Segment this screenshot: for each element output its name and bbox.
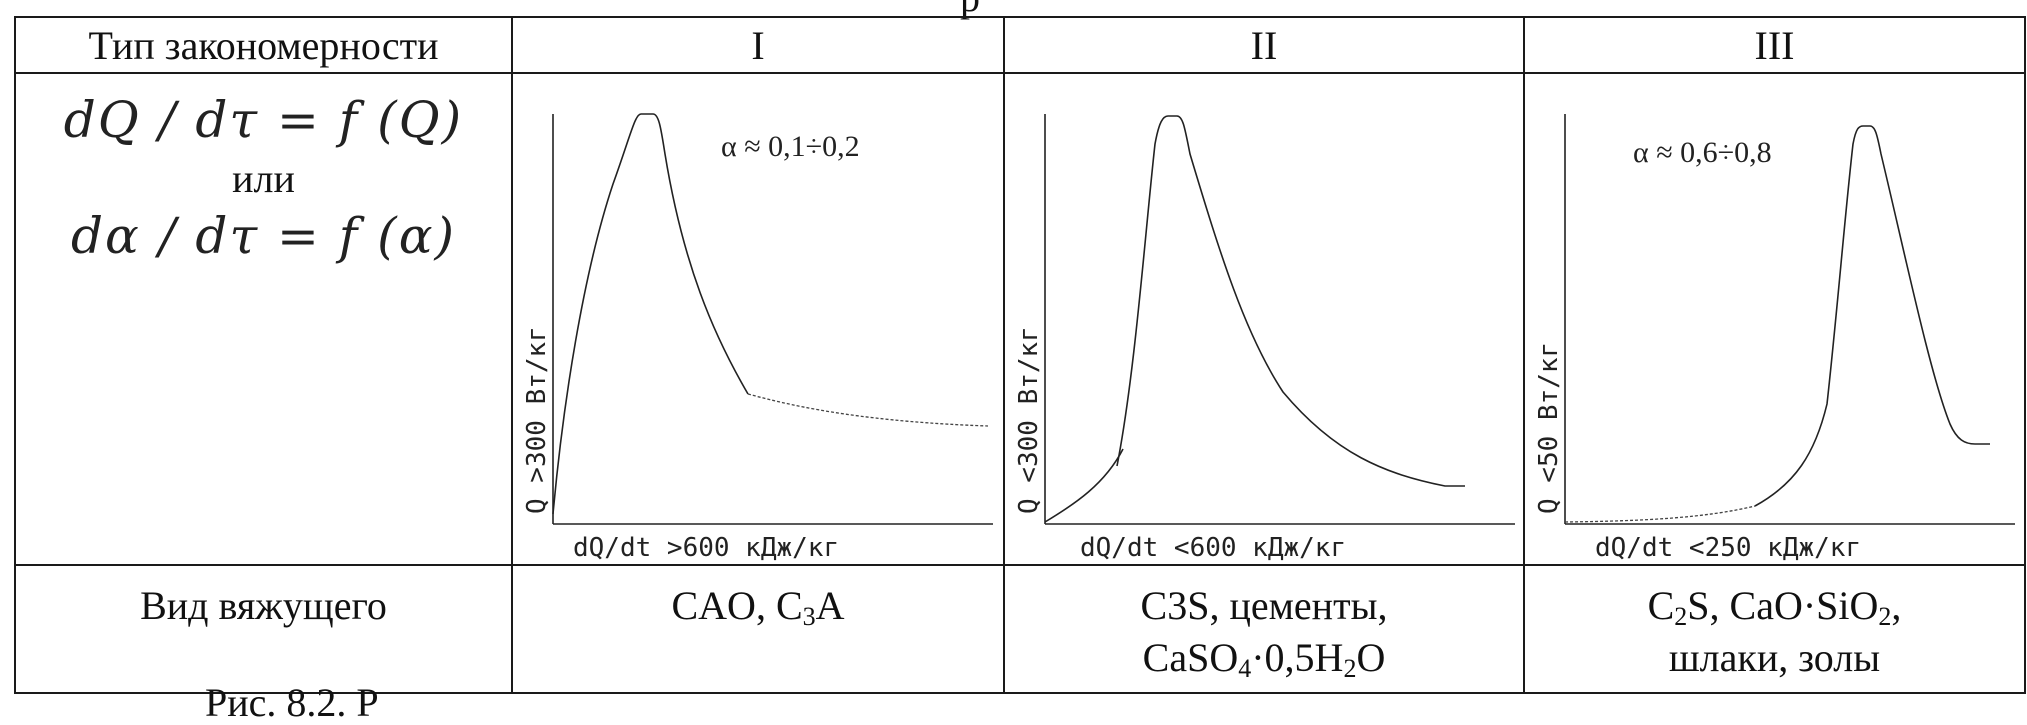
header-pattern-type: Тип закономерности bbox=[14, 16, 513, 74]
header-col-2: II bbox=[1003, 16, 1525, 74]
chart-1-alpha-label: α ≈ 0,1÷0,2 bbox=[721, 130, 860, 163]
chart-cell-3: α ≈ 0,6÷0,8 Q <50 Вт/кг dQ/dt <250 кДж/к… bbox=[1523, 72, 2026, 566]
header-row: Тип закономерности I II III bbox=[14, 16, 2026, 74]
chart-1: α ≈ 0,1÷0,2 Q >300 Вт/кг dQ/dt >600 кДж/… bbox=[522, 113, 993, 563]
binder-col-3-line-1: C2S, CaO·SiO2, bbox=[1647, 583, 1902, 631]
header-col-1: I bbox=[511, 16, 1005, 74]
chart-3-ylabel: Q <50 Вт/кг bbox=[1534, 342, 1564, 514]
caption-fragment-top: р bbox=[960, 0, 980, 18]
chart-3-xlabel: dQ/dt <250 кДж/кг bbox=[1595, 533, 1861, 563]
header-col-3: III bbox=[1523, 16, 2026, 74]
binder-col-1: CAO, C3A bbox=[511, 564, 1005, 694]
hydration-table: Тип закономерности I II III dQ / dτ = f … bbox=[14, 16, 2026, 694]
binder-label: Вид вяжущего bbox=[14, 564, 513, 694]
chart-cell-2: Q <300 Вт/кг dQ/dt <600 кДж/кг bbox=[1003, 72, 1525, 566]
table: Тип закономерности I II III dQ / dτ = f … bbox=[14, 16, 2026, 694]
formula-q: dQ / dτ = f (Q) bbox=[63, 91, 464, 149]
chart-2-curve-induction bbox=[1044, 448, 1124, 523]
chart-cell-1: α ≈ 0,1÷0,2 Q >300 Вт/кг dQ/dt >600 кДж/… bbox=[511, 72, 1005, 566]
chart-1-curve-tail bbox=[747, 393, 989, 427]
binder-row: Вид вяжущего CAO, C3A C3S, цементы, CaSO… bbox=[14, 564, 2026, 694]
chart-3: α ≈ 0,6÷0,8 Q <50 Вт/кг dQ/dt <250 кДж/к… bbox=[1534, 114, 2015, 563]
chart-1-ylabel: Q >300 Вт/кг bbox=[522, 326, 552, 514]
chart-3-curve-peak bbox=[1754, 125, 1990, 507]
chart-2: Q <300 Вт/кг dQ/dt <600 кДж/кг bbox=[1014, 114, 1515, 563]
binder-col-2-line-2: CaSO4·0,5H2O bbox=[1142, 635, 1386, 683]
chart-1-xlabel: dQ/dt >600 кДж/кг bbox=[573, 533, 839, 563]
chart-2-curve-peak bbox=[1116, 115, 1465, 487]
formula-cell: dQ / dτ = f (Q) или dα / dτ = f (α) bbox=[14, 72, 513, 566]
binder-col-2: C3S, цементы, CaSO4·0,5H2O bbox=[1003, 564, 1525, 694]
caption-fragment-bottom: Рис. 8.2. Р bbox=[205, 680, 379, 725]
formula-alpha: dα / dτ = f (α) bbox=[71, 207, 456, 265]
chart-row: dQ / dτ = f (Q) или dα / dτ = f (α) α ≈ … bbox=[14, 72, 2026, 566]
chart-3-curve-induction bbox=[1564, 505, 1756, 523]
chart-1-curve-peak bbox=[552, 113, 749, 515]
binder-col-2-line-1: C3S, цементы, bbox=[1140, 583, 1388, 628]
binder-col-1-line: CAO, C3A bbox=[671, 583, 845, 631]
binder-col-3-line-2: шлаки, золы bbox=[1668, 635, 1881, 680]
binder-col-3: C2S, CaO·SiO2, шлаки, золы bbox=[1523, 564, 2026, 694]
chart-2-xlabel: dQ/dt <600 кДж/кг bbox=[1080, 533, 1346, 563]
chart-3-alpha-label: α ≈ 0,6÷0,8 bbox=[1633, 136, 1772, 169]
formula-or: или bbox=[232, 156, 295, 201]
chart-2-ylabel: Q <300 Вт/кг bbox=[1014, 326, 1044, 514]
